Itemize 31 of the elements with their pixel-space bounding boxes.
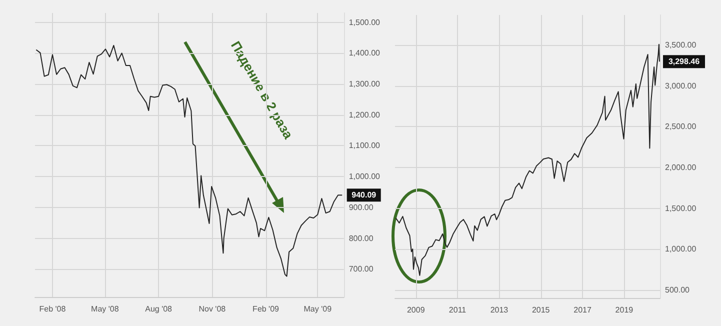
x-tick-label: Aug '08 [145,304,173,314]
y-tick-label: 500.00 [665,285,690,294]
x-tick-label: 2017 [574,306,592,314]
y-tick-label: 3,000.00 [665,81,697,90]
y-tick-label: 1,000.00 [665,244,697,254]
x-tick-label: 2013 [490,306,509,314]
x-tick-label: 2011 [448,306,467,314]
x-tick-label: May '09 [304,304,332,314]
y-tick-label: 1,300.00 [348,80,381,88]
y-tick-label: 900.00 [348,202,374,212]
x-tick-label: 2015 [532,306,550,314]
y-tick-label: 2,000.00 [665,163,697,172]
y-tick-label: 3,500.00 [665,40,697,50]
y-tick-label: 1,100.00 [348,141,381,150]
y-tick-label: 1,000.00 [348,172,381,182]
x-tick-label: 2019 [615,306,634,314]
x-tick-label: Feb '09 [252,304,280,314]
x-tick-label: Nov '08 [198,304,226,314]
y-tick-label: 1,200.00 [348,110,381,120]
y-tick-label: 1,400.00 [348,48,381,58]
annotation: 3,298.46 [668,57,700,66]
y-tick-label: 2,500.00 [665,122,697,132]
y-tick-label: 1,500.00 [348,18,381,27]
y-tick-label: 700.00 [348,264,374,274]
x-tick-label: Feb '08 [39,304,66,314]
line-series [395,44,660,276]
x-tick-label: May '08 [91,304,120,314]
y-tick-label: 1,500.00 [665,204,697,213]
annotation: 940.09 [352,190,377,200]
x-tick-label: 2009 [406,306,426,314]
y-tick-label: 800.00 [348,234,374,243]
